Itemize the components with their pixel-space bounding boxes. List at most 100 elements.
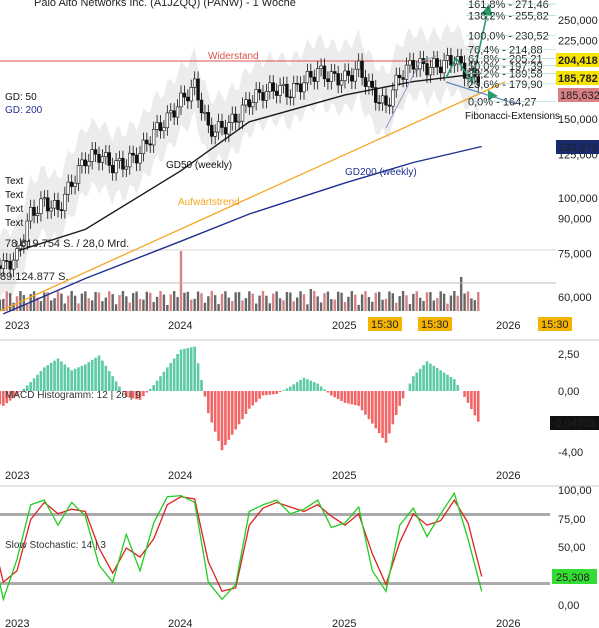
volume-bar <box>104 297 108 311</box>
text-line-3: Text <box>5 204 24 215</box>
macd-bar <box>19 391 22 393</box>
time-badge-1-bg <box>368 317 402 331</box>
volume-bar <box>155 296 159 311</box>
volume-bar <box>39 301 43 311</box>
macd-bar <box>371 391 374 424</box>
candle <box>179 92 183 108</box>
volume-bar <box>73 295 77 311</box>
macd-bar <box>449 376 453 391</box>
candle <box>169 110 173 114</box>
candle <box>18 245 23 249</box>
volume-bar <box>248 291 251 311</box>
volume-bar <box>131 293 135 311</box>
candle <box>93 149 98 155</box>
macd-bar <box>12 391 15 399</box>
macd-bar <box>401 391 405 399</box>
macd-bar <box>32 378 36 391</box>
macd-bar <box>425 361 429 391</box>
macd-bar <box>285 388 289 391</box>
volume-bar <box>319 302 323 311</box>
macd-bar <box>8 391 12 401</box>
macd-bar <box>22 388 26 391</box>
time-badge-2: 15:30 <box>421 319 449 331</box>
volume-bar <box>395 302 398 311</box>
macd-bar <box>77 367 80 391</box>
volume-bar <box>217 304 220 311</box>
candle <box>363 77 368 87</box>
volume-bar <box>101 301 104 311</box>
fib-level-label: 23,6% - 179,90 <box>468 79 543 91</box>
candle <box>138 153 142 164</box>
candle <box>305 71 310 84</box>
macd-bar <box>265 391 268 396</box>
volume-bar <box>408 304 412 311</box>
volume-bar <box>436 298 439 311</box>
volume-bar <box>473 300 477 311</box>
macd-bar <box>326 391 330 393</box>
macd-bar <box>60 361 63 391</box>
candle <box>199 99 204 114</box>
volume-bar <box>330 299 333 311</box>
macd-bar <box>148 388 152 391</box>
volume-bar <box>415 291 418 311</box>
stoch-badge: 25,308 <box>556 572 590 584</box>
macd-bar <box>97 355 101 391</box>
price-tick-225: 225,000 <box>558 35 598 47</box>
candle <box>401 77 405 80</box>
gd50-line <box>16 72 482 252</box>
volume-bar <box>384 298 388 311</box>
x-tick-2026: 2026 <box>496 320 520 332</box>
macd-bar <box>466 391 470 403</box>
candle <box>315 68 320 82</box>
badge-185782: 185,782 <box>558 73 598 85</box>
macd-bar <box>343 391 347 403</box>
candle <box>66 181 70 195</box>
candle <box>374 87 378 103</box>
volume-bar <box>111 294 114 311</box>
macd-bar <box>213 391 217 432</box>
macd-bar <box>46 365 50 391</box>
volume-bar <box>142 299 145 311</box>
price-tick-250: 250,000 <box>558 15 598 27</box>
fib-level-label: 161,8% - 271,46 <box>468 0 549 11</box>
candle <box>148 143 152 146</box>
volume-bar <box>145 291 149 311</box>
volume-bar <box>309 289 313 311</box>
volume-bar <box>166 304 169 311</box>
macd-bar <box>159 376 162 391</box>
macd-bar <box>295 382 299 391</box>
candle <box>343 70 347 81</box>
volume-bar <box>412 293 415 311</box>
macd-bar <box>374 391 378 429</box>
candle <box>213 131 217 137</box>
candle <box>69 181 74 187</box>
macd-bar <box>429 363 432 391</box>
candle <box>380 95 385 104</box>
candle <box>274 90 279 96</box>
macd-bar <box>446 374 449 391</box>
macd-bar <box>473 391 477 416</box>
volume-bar <box>354 294 357 311</box>
macd-bar <box>90 359 94 391</box>
volume-bar <box>258 295 261 311</box>
volume-bar <box>391 293 395 311</box>
candle <box>80 159 84 166</box>
volume-bar <box>26 304 29 311</box>
fib-projection-path <box>445 9 489 85</box>
stoch-label: Slow Stochastic: 14 | 3 <box>5 540 106 551</box>
macd-bar <box>125 391 128 397</box>
candle <box>182 92 187 98</box>
badge-185632-bg <box>558 88 599 102</box>
candle <box>408 60 412 66</box>
macd-bar <box>80 365 84 391</box>
volume-bar <box>121 291 125 311</box>
badge-204: 204,418 <box>558 55 598 67</box>
x-tick-2025-b: 2025 <box>332 470 356 482</box>
macd-bar <box>135 391 138 400</box>
volume-bar <box>439 291 442 311</box>
macd-bar <box>114 381 118 391</box>
volume-bar <box>176 296 179 311</box>
macd-bar <box>138 391 142 400</box>
price-tick-90: 90,000 <box>558 213 592 225</box>
